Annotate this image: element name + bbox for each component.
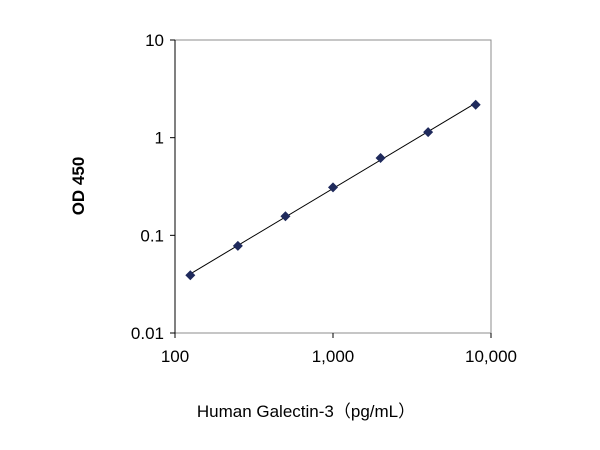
data-point [328, 182, 338, 193]
data-points [185, 99, 481, 281]
data-point [375, 152, 386, 163]
y-tick-label: 10 [145, 31, 164, 50]
x-axis-title: Human Galectin-3（pg/mL） [197, 402, 415, 421]
y-axis-title: OD 450 [69, 157, 88, 216]
data-point [280, 211, 291, 222]
axis-ticks: 10 1 0.1 0.01 100 1,000 10,000 [131, 31, 517, 366]
data-point [185, 270, 196, 281]
data-point [470, 99, 481, 110]
data-point [232, 240, 243, 251]
x-tick-label: 100 [161, 347, 189, 366]
y-tick-label: 0.01 [131, 324, 164, 343]
x-tick-label: 10,000 [465, 347, 517, 366]
y-tick-label: 1 [155, 129, 164, 148]
y-tick-label: 0.1 [140, 226, 164, 245]
data-point [423, 127, 434, 138]
x-tick-label: 1,000 [312, 347, 355, 366]
